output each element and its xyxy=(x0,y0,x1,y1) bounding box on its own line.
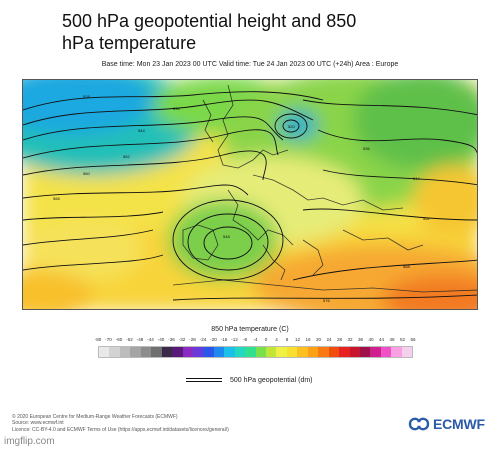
geopotential-contours xyxy=(23,91,477,301)
colorbar-tick-label: -16 xyxy=(220,337,228,342)
colorbar-tick-label: 32 xyxy=(347,337,353,342)
colorbar-swatch xyxy=(255,347,266,357)
svg-text:520: 520 xyxy=(288,124,295,129)
svg-text:544: 544 xyxy=(138,128,145,133)
colorbar-tick-label: 12 xyxy=(294,337,301,342)
colorbar-swatch xyxy=(224,347,235,357)
colorbar-tick-label: -60 xyxy=(115,337,123,342)
colorbar-tick-label: 8 xyxy=(285,337,289,342)
colorbar-tick-label: 0 xyxy=(264,337,268,342)
colorbar-swatch xyxy=(370,347,381,357)
chart-title: 500 hPa geopotential height and 850 hPa … xyxy=(62,11,357,53)
colorbar-swatch xyxy=(140,347,152,357)
colorbar-swatch xyxy=(401,347,413,357)
colorbar-tick-label: -40 xyxy=(157,337,165,342)
ecmwf-logo[interactable]: ECMWF xyxy=(408,416,485,432)
colorbar-tick-label: 36 xyxy=(357,337,364,342)
colorbar-tick-label: -4 xyxy=(253,337,258,342)
colorbar-tick-label: 48 xyxy=(389,337,395,342)
footer-source: Source: www.ecmwf.int xyxy=(12,420,64,427)
svg-text:552: 552 xyxy=(423,216,430,221)
colorbar-tick-label: 16 xyxy=(305,337,311,342)
colorbar-tick-label: -70 xyxy=(105,337,112,342)
colorbar-swatch xyxy=(276,347,287,357)
svg-text:576: 576 xyxy=(323,298,330,303)
colorbar-swatch xyxy=(203,347,214,357)
colorbar-swatch xyxy=(172,347,183,357)
colorbar-tick-label: -8 xyxy=(242,337,248,342)
svg-text:552: 552 xyxy=(123,154,130,159)
colorbar-tick-label: -28 xyxy=(189,337,196,342)
colorbar-tick-label: 44 xyxy=(378,337,385,342)
weather-map[interactable]: 528 536 544 552 560 568 548 520 536 544 … xyxy=(22,79,478,310)
colorbar-tick-label: -12 xyxy=(231,337,238,342)
colorbar-swatch xyxy=(109,347,120,357)
colorbar-swatch xyxy=(234,347,246,357)
colorbar-swatch xyxy=(266,347,277,357)
svg-text:536: 536 xyxy=(173,106,180,111)
colorbar-swatch xyxy=(99,347,110,357)
svg-text:536: 536 xyxy=(363,146,370,151)
colorbar-tick-label: -32 xyxy=(178,337,186,342)
colorbar-swatch xyxy=(318,347,329,357)
footer: © 2020 European Centre for Medium-Range … xyxy=(12,414,312,433)
colorbar-swatch xyxy=(297,347,308,357)
footer-licence: Licence: CC-BY-4.0 and ECMWF Terms of Us… xyxy=(12,426,229,433)
footer-copyright: © 2020 European Centre for Medium-Range … xyxy=(12,414,178,420)
chart-subtitle: Base time: Mon 23 Jan 2023 00 UTC Valid … xyxy=(101,61,399,68)
colorbar-tick-label: 4 xyxy=(275,337,278,342)
colorbar-tick-label: -20 xyxy=(210,337,217,342)
colorbar-swatch xyxy=(286,347,298,357)
colorbar-tick-label: -44 xyxy=(147,337,154,342)
colorbar-tick-label: 40 xyxy=(368,337,374,342)
colorbar-swatch xyxy=(182,347,193,357)
ecmwf-logo-icon xyxy=(408,417,430,431)
colorbar-swatch xyxy=(161,347,173,357)
colorbar-swatch xyxy=(130,347,141,357)
svg-text:548: 548 xyxy=(223,234,230,239)
colorbar-swatch xyxy=(213,347,225,357)
legend-title: 850 hPa temperature (C) xyxy=(211,326,289,333)
svg-text:544: 544 xyxy=(413,176,420,181)
temperature-colorbar xyxy=(98,346,413,358)
colorbar-swatch xyxy=(349,347,360,357)
colorbar-tick-label: -24 xyxy=(199,337,207,342)
colorbar-tick-label: 24 xyxy=(326,337,332,342)
watermark: imgflip.com xyxy=(4,436,55,447)
colorbar-swatch xyxy=(359,347,371,357)
svg-text:568: 568 xyxy=(53,196,60,201)
colorbar-tick-label: 20 xyxy=(315,337,322,342)
colorbar-swatch xyxy=(328,347,340,357)
colorbar-tick-label: 28 xyxy=(336,337,343,342)
contour-labels: 528 536 544 552 560 568 548 520 536 544 … xyxy=(53,94,430,303)
svg-text:528: 528 xyxy=(83,94,90,99)
colorbar-swatch xyxy=(391,347,402,357)
colorbar-swatch xyxy=(380,347,392,357)
contour-legend-label: 500 hPa geopotential (dm) xyxy=(230,377,313,384)
colorbar-swatch xyxy=(119,347,131,357)
colorbar-tick-label: 56 xyxy=(410,337,416,342)
colorbar-swatch xyxy=(307,347,319,357)
colorbar-tick-label: -48 xyxy=(136,337,144,342)
logo-text: ECMWF xyxy=(433,416,485,432)
colorbar-tick-label: 52 xyxy=(399,337,406,342)
colorbar-swatch xyxy=(245,347,256,357)
colorbar-tick-label: -52 xyxy=(126,337,133,342)
svg-text:568: 568 xyxy=(403,264,410,269)
colorbar-swatch xyxy=(151,347,162,357)
colorbar-swatch xyxy=(339,347,350,357)
svg-text:560: 560 xyxy=(83,171,90,176)
temperature-field xyxy=(23,80,477,309)
contour-legend-line xyxy=(186,378,222,382)
colorbar-swatch xyxy=(192,347,204,357)
colorbar-tick-label: -80 xyxy=(94,337,102,342)
colorbar-tick-label: -36 xyxy=(168,337,175,342)
